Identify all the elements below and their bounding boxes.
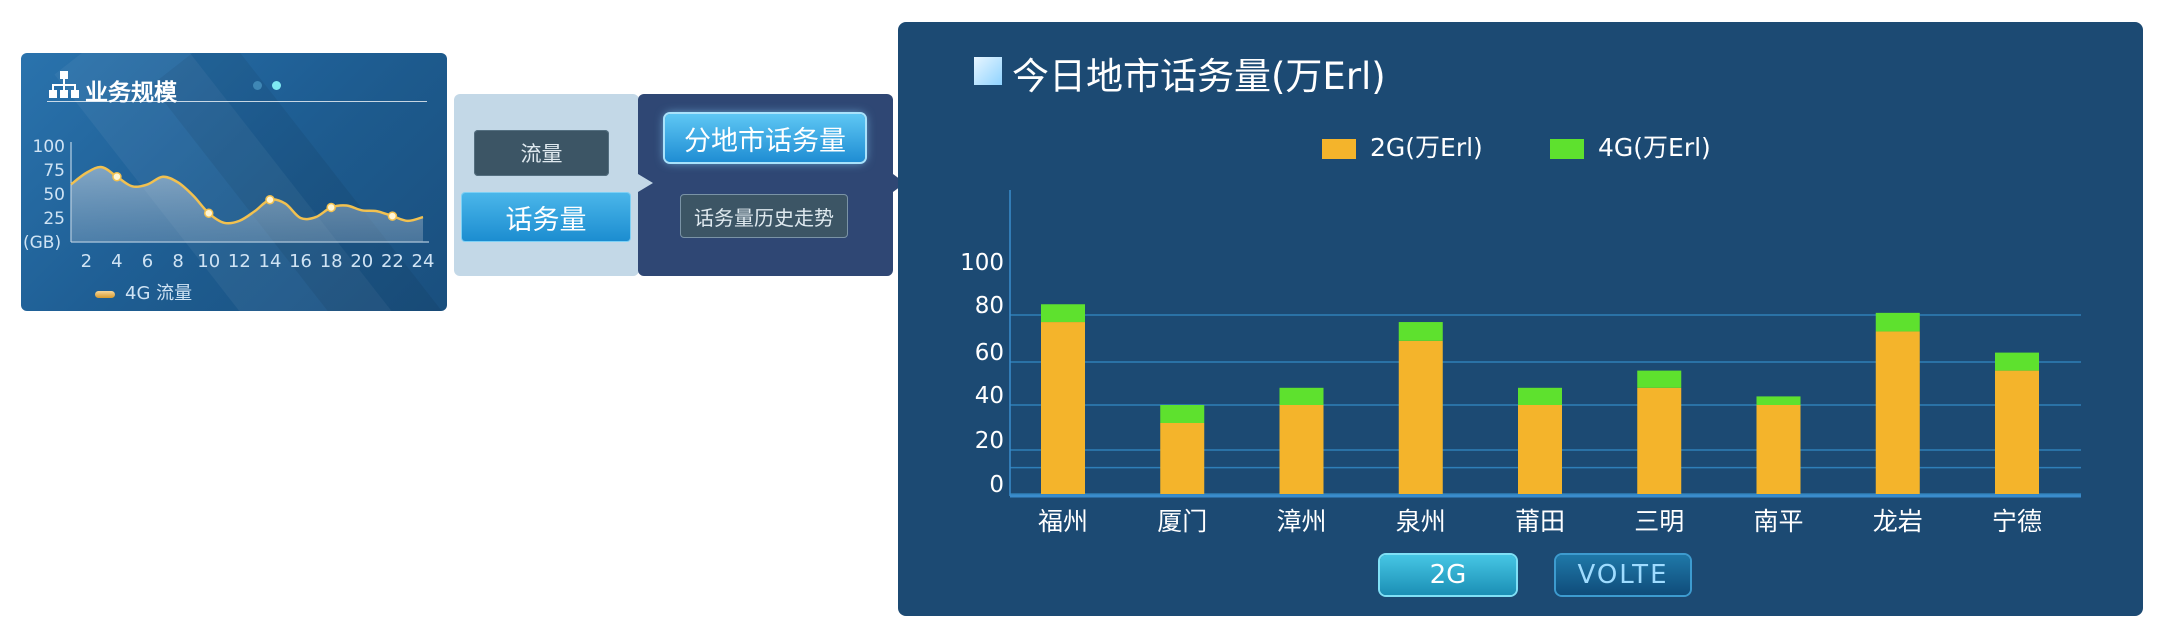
data-point [387, 211, 398, 221]
x-tick-label: 14 [259, 251, 282, 272]
x-tick-label: 24 [412, 251, 435, 272]
bar-4g [1398, 322, 1443, 341]
x-tick-label: 8 [172, 251, 183, 272]
x-tick-label: 龙岩 [1873, 507, 1923, 536]
bar-4g [1756, 396, 1801, 405]
bar-4g [1637, 370, 1682, 388]
y-tick-label: 80 [975, 293, 1004, 319]
data-point [326, 202, 336, 213]
org-chart-icon [49, 71, 79, 98]
x-tick-label: 22 [381, 251, 404, 272]
bar-4g [1995, 352, 2039, 371]
bar-4g [1518, 387, 1562, 405]
series-area-4g-traffic [71, 167, 423, 242]
y-tick-label: 100 [960, 250, 1004, 276]
x-tick-label: 16 [289, 251, 312, 272]
y-tick-label: 100 [33, 137, 65, 157]
x-tick-label: 18 [320, 251, 343, 272]
traffic-history-button[interactable]: 话务量历史走势 [680, 194, 848, 238]
bar-2g [1398, 340, 1443, 494]
bar-2g [1518, 405, 1562, 494]
data-point [265, 195, 275, 205]
bar-2g [1160, 423, 1205, 494]
x-tick-label: 莆田 [1515, 507, 1565, 536]
bar-2g [1041, 322, 1085, 494]
legend-label: 2G(万Erl) [1370, 133, 1483, 162]
panel-header: 业务规模 [47, 67, 427, 106]
x-tick-label: 厦门 [1157, 507, 1207, 536]
x-tick-label: 6 [142, 251, 153, 272]
x-tick-label: 12 [228, 251, 251, 272]
city-traffic-bar-chart: 2G(万Erl) 4G(万Erl) 0 20 40 60 80 100 福州 厦门 漳州 泉州 莆田 三明… [960, 133, 2081, 536]
data-point [112, 171, 122, 182]
bar-2g [1995, 370, 2039, 494]
tab-volte[interactable]: VOLTE [1556, 555, 1690, 595]
flow-button[interactable]: 流量 [474, 130, 609, 176]
x-tick-label: 三明 [1634, 507, 1684, 536]
traffic-by-city-button[interactable]: 分地市话务量 [665, 114, 865, 162]
panel-title: 业务规模 [85, 80, 177, 106]
y-tick-label: 60 [975, 340, 1004, 366]
legend-swatch [95, 290, 115, 298]
chart-title: 今日地市话务量(万Erl) [1012, 55, 1386, 98]
menu-pointer [638, 174, 653, 192]
x-tick-label: 宁德 [1992, 507, 2042, 536]
y-tick-label: 50 [43, 185, 65, 205]
y-tick-label: 20 [975, 428, 1004, 454]
category-menu [454, 94, 639, 276]
bar-2g [1279, 405, 1324, 494]
y-axis-unit: (GB) [23, 233, 61, 253]
y-tick-label: 40 [975, 383, 1004, 409]
legend-item-4g-traffic[interactable]: 4G 流量 [95, 279, 192, 305]
pager-dot-1[interactable] [253, 81, 262, 90]
pager-dot-2[interactable] [272, 81, 281, 90]
y-tick-label: 75 [43, 161, 65, 181]
legend-swatch [1550, 139, 1584, 159]
x-tick-label: 漳州 [1276, 507, 1326, 536]
bar-4g [1875, 312, 1920, 332]
tab-2g[interactable]: 2G [1380, 555, 1516, 595]
traffic-button[interactable]: 话务量 [462, 193, 630, 241]
title-square-icon [974, 57, 1002, 85]
x-tick-label: 4 [111, 251, 122, 272]
x-tick-label: 泉州 [1396, 507, 1446, 536]
legend-label: 4G(万Erl) [1598, 133, 1711, 162]
bar-4g [1279, 387, 1324, 405]
x-tick-label: 20 [350, 251, 373, 272]
bar-2g [1637, 387, 1682, 494]
business-scale-panel: 业务规模 100 75 50 25 (GB) 2 4 6 8 10 12 14 16 18 20 22 24 4… [21, 53, 447, 311]
y-tick-label: 0 [989, 472, 1004, 498]
bar-4g [1041, 304, 1085, 323]
bar-2g [1756, 405, 1801, 494]
bar-4g [1160, 405, 1205, 423]
x-tick-label: 10 [197, 251, 220, 272]
city-traffic-panel: 今日地市话务量(万Erl) 2G(万Erl) 4G(万Erl) 0 20 40 60 80 1… [898, 22, 2143, 616]
series-line-4g-traffic [70, 165, 424, 225]
x-tick-label: 福州 [1038, 507, 1088, 536]
data-point [203, 208, 214, 218]
legend-swatch [1322, 139, 1356, 159]
x-tick-label: 南平 [1753, 507, 1803, 536]
y-tick-label: 25 [43, 209, 65, 229]
legend-label: 4G 流量 [125, 283, 193, 304]
bar-2g [1875, 331, 1920, 494]
x-tick-label: 2 [81, 251, 92, 272]
